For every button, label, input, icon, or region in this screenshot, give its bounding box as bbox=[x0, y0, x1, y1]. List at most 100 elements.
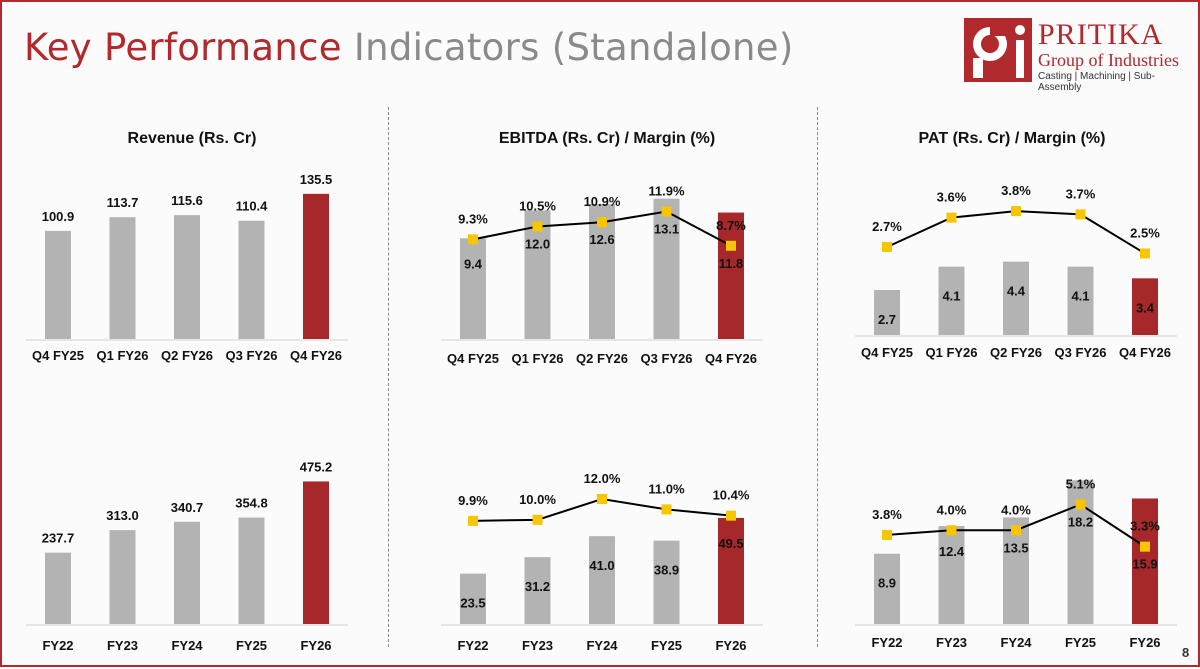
revenue_q-bar bbox=[109, 217, 136, 339]
revenue_fy-bar bbox=[238, 517, 265, 624]
pat_q-margin-marker bbox=[1140, 248, 1150, 259]
ebitda_fy-margin-marker bbox=[661, 504, 672, 515]
pat_fy-x-tick-label: FY23 bbox=[936, 635, 967, 650]
logo-name: PRITIKA bbox=[1038, 18, 1164, 51]
ebitda_q-margin-marker bbox=[661, 206, 672, 217]
page-title-rest: Indicators (Standalone) bbox=[353, 26, 794, 69]
ebitda_q-margin-marker bbox=[532, 221, 543, 232]
revenue_fy-bar bbox=[109, 530, 136, 624]
revenue_fy-bar bbox=[45, 552, 71, 624]
revenue_q-bar bbox=[45, 230, 71, 339]
revenue_q-bar bbox=[303, 193, 329, 339]
pat_q-x-tick-label: Q3 FY26 bbox=[1054, 345, 1106, 360]
pat_fy-value-label: 8.9 bbox=[878, 576, 896, 591]
revenue_fy-value-label: 237.7 bbox=[42, 531, 75, 546]
ebitda_q-margin-marker bbox=[726, 240, 736, 251]
ebitda_fy-margin-label: 9.9% bbox=[458, 493, 488, 508]
revenue_fy-value-label: 340.7 bbox=[171, 500, 204, 515]
pat_q-margin-label: 3.6% bbox=[937, 190, 967, 205]
revenue_q-x-tick-label: Q4 FY26 bbox=[290, 348, 342, 363]
pat_q-margin-marker bbox=[1011, 206, 1021, 217]
pat_q-value-label: 4.1 bbox=[1071, 289, 1089, 304]
pat_q-margin-marker bbox=[1075, 209, 1086, 220]
ebitda_fy-margin-label: 10.4% bbox=[713, 488, 750, 503]
pat_q-value-label: 3.4 bbox=[1136, 300, 1155, 315]
ebitda_fy-bar bbox=[589, 536, 615, 624]
revenue_q-x-tick-label: Q2 FY26 bbox=[161, 348, 213, 363]
revenue_q-x-tick-label: Q3 FY26 bbox=[225, 348, 277, 363]
ebitda_fy-value-label: 31.2 bbox=[525, 579, 550, 594]
ebitda_fy-value-label: 38.9 bbox=[654, 563, 679, 578]
divider-right bbox=[817, 107, 818, 647]
pat_fy-margin-marker bbox=[946, 525, 957, 536]
pat_fy-value-label: 15.9 bbox=[1132, 557, 1157, 572]
revenue_q-value-label: 135.5 bbox=[300, 172, 333, 187]
pat_q-bar bbox=[874, 290, 900, 335]
revenue_fy-x-tick-label: FY26 bbox=[300, 638, 331, 653]
ebitda_fy-value-label: 23.5 bbox=[460, 596, 485, 611]
pat_fy-margin-marker bbox=[882, 529, 892, 540]
revenue_q-x-tick-label: Q1 FY26 bbox=[96, 348, 148, 363]
ebitda_fy-margin-label: 12.0% bbox=[584, 471, 621, 486]
company-logo: PRITIKA Group of Industries Casting | Ma… bbox=[964, 18, 1194, 93]
ebitda_q-margin-label: 8.7% bbox=[716, 218, 746, 233]
pat_fy-x-tick-label: FY24 bbox=[1000, 635, 1032, 650]
ebitda_q-bar bbox=[653, 198, 680, 339]
ebitda_q-bar bbox=[524, 210, 551, 339]
ebitda_q-value-label: 13.1 bbox=[654, 222, 679, 237]
pat_fy-margin-label: 5.1% bbox=[1066, 476, 1096, 491]
ebitda_fy-bar bbox=[460, 573, 486, 624]
ebitda_fy-x-tick-label: FY24 bbox=[586, 638, 618, 653]
revenue_fy-x-tick-label: FY24 bbox=[171, 638, 203, 653]
pat_q-bar bbox=[1132, 278, 1158, 335]
pat_q-x-tick-label: Q1 FY26 bbox=[925, 345, 977, 360]
revenue_q-bar bbox=[174, 215, 200, 339]
ebitda_q-margin-label: 9.3% bbox=[458, 211, 488, 226]
page-title-highlight: Key Performance bbox=[24, 26, 342, 69]
pat_fy-margin-label: 3.3% bbox=[1130, 519, 1160, 534]
pat_fy-bar bbox=[874, 553, 900, 624]
revenue_fy-x-tick-label: FY25 bbox=[236, 638, 267, 653]
ebitda_fy-x-tick-label: FY25 bbox=[651, 638, 682, 653]
pat_fy-margin-marker bbox=[1011, 525, 1021, 536]
pat_fy-margin-label: 3.8% bbox=[872, 507, 902, 522]
revenue_fy-value-label: 354.8 bbox=[235, 496, 268, 511]
revenue_fy-bar bbox=[303, 481, 329, 624]
pat_fy-bar bbox=[1132, 498, 1158, 624]
ebitda_fy-value-label: 49.5 bbox=[718, 536, 743, 551]
pat_q-value-label: 2.7 bbox=[878, 312, 896, 327]
pat_fy-value-label: 12.4 bbox=[939, 544, 965, 559]
divider-left bbox=[388, 107, 389, 647]
ebitda-panel-title: EBITDA (Rs. Cr) / Margin (%) bbox=[498, 130, 716, 147]
pat-panel-title: PAT (Rs. Cr) / Margin (%) bbox=[918, 130, 1106, 147]
pat_fy-margin-label: 4.0% bbox=[937, 502, 967, 517]
pat_q-margin-marker bbox=[946, 212, 957, 223]
pat_fy-value-label: 18.2 bbox=[1068, 514, 1093, 529]
pat_fy-margin-marker bbox=[1075, 499, 1086, 510]
revenue_fy-x-tick-label: FY22 bbox=[42, 638, 73, 653]
revenue_q-value-label: 113.7 bbox=[107, 195, 139, 210]
ebitda_fy-bar bbox=[653, 540, 680, 624]
ebitda_fy-margin-marker bbox=[468, 515, 478, 526]
pat_q-bar bbox=[938, 266, 965, 335]
ebitda_fy-bar bbox=[718, 517, 744, 624]
pat_q-value-label: 4.1 bbox=[942, 289, 960, 304]
ebitda_q-x-tick-label: Q2 FY26 bbox=[576, 351, 628, 366]
logo-tagline: Casting | Machining | Sub- Assembly bbox=[1038, 71, 1155, 93]
ebitda_fy-margin-label: 11.0% bbox=[648, 481, 685, 496]
revenue_fy-value-label: 313.0 bbox=[106, 508, 139, 523]
ebitda_q-margin-marker bbox=[468, 234, 478, 245]
ebitda_fy-margin-marker bbox=[597, 494, 607, 504]
ebitda_q-margin-label: 10.5% bbox=[519, 199, 556, 214]
ebitda_fy-margin-marker bbox=[726, 510, 736, 521]
pat_fy-x-tick-label: FY22 bbox=[871, 635, 902, 650]
revenue_q-value-label: 100.9 bbox=[42, 209, 75, 224]
pat_fy-x-tick-label: FY25 bbox=[1065, 635, 1096, 650]
logo-mark-icon bbox=[964, 18, 1032, 82]
pat_q-x-tick-label: Q2 FY26 bbox=[990, 345, 1042, 360]
pat_fy-margin-marker bbox=[1140, 541, 1150, 552]
pat_q-value-label: 4.4 bbox=[1007, 284, 1026, 299]
pat_q-bar bbox=[1003, 261, 1029, 335]
revenue-panel-title: Revenue (Rs. Cr) bbox=[127, 130, 257, 147]
